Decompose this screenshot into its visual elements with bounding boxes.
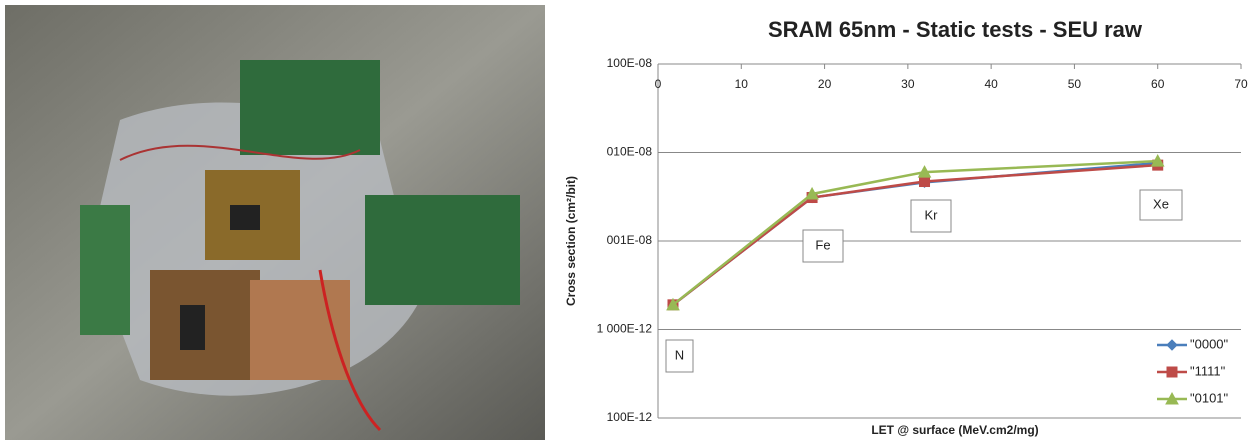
legend-label: "0000" bbox=[1190, 336, 1229, 351]
marker bbox=[920, 177, 930, 187]
y-tick-label: 010E-08 bbox=[607, 145, 653, 159]
x-tick-label: 20 bbox=[818, 77, 832, 91]
series-line bbox=[673, 163, 1158, 305]
legend-label: "1111" bbox=[1190, 363, 1226, 378]
y-tick-label: 1 000E-12 bbox=[597, 322, 653, 336]
annotation: N bbox=[675, 347, 684, 362]
x-tick-label: 0 bbox=[655, 77, 662, 91]
x-tick-label: 30 bbox=[901, 77, 915, 91]
y-tick-label: 001E-08 bbox=[607, 233, 653, 247]
x-tick-label: 40 bbox=[984, 77, 998, 91]
page: SRAM 65nm - Static tests - SEU raw LET @… bbox=[0, 0, 1257, 443]
x-tick-label: 50 bbox=[1068, 77, 1082, 91]
x-tick-label: 10 bbox=[735, 77, 749, 91]
annotation: Kr bbox=[925, 207, 939, 222]
x-tick-label: 60 bbox=[1151, 77, 1165, 91]
x-axis-label: LET @ surface (MeV.cm2/mg) bbox=[871, 423, 1038, 437]
series-line bbox=[673, 165, 1158, 305]
legend-label: "0101" bbox=[1190, 390, 1229, 405]
annotation: Fe bbox=[815, 237, 830, 252]
photo bbox=[5, 5, 545, 440]
figure: SRAM 65nm - Static tests - SEU raw LET @… bbox=[0, 0, 1257, 443]
chart-title: SRAM 65nm - Static tests - SEU raw bbox=[768, 17, 1143, 42]
y-tick-label: 100E-08 bbox=[607, 56, 653, 70]
legend-marker bbox=[1167, 367, 1177, 377]
annotation: Xe bbox=[1153, 196, 1169, 211]
y-axis-label: Cross section (cm²/bit) bbox=[564, 176, 578, 306]
y-tick-label: 100E-12 bbox=[607, 410, 653, 424]
x-tick-label: 70 bbox=[1234, 77, 1248, 91]
